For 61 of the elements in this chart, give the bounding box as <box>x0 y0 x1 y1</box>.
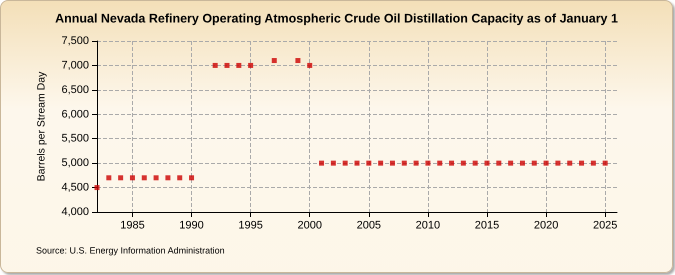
point <box>532 160 537 166</box>
x-tick-label: 1985 <box>120 220 145 232</box>
point <box>366 160 372 166</box>
source-note: Source: U.S. Energy Information Administration <box>36 246 225 256</box>
x-tick-label: 2010 <box>416 220 440 232</box>
point <box>520 160 525 166</box>
point <box>130 175 135 180</box>
point <box>460 160 466 166</box>
x-tick-label: 2020 <box>534 220 558 232</box>
point <box>224 62 230 68</box>
x-tick-label: 1995 <box>238 220 263 232</box>
chart-title: Annual Nevada Refinery Operating Atmospheric Crude Oil Distillation Capacity as of January 1 <box>55 12 618 26</box>
point <box>319 160 324 166</box>
y-tick-label: 4,500 <box>61 182 89 194</box>
y-tick-label: 5,500 <box>61 132 89 145</box>
x-tick-label: 1990 <box>179 220 204 232</box>
point <box>579 160 584 166</box>
y-tick-label: 6,000 <box>61 108 89 120</box>
point <box>390 160 395 166</box>
point <box>272 58 277 64</box>
point <box>189 175 194 180</box>
point <box>248 62 254 68</box>
y-tick-label: 7,500 <box>61 35 89 47</box>
point <box>378 160 384 166</box>
point <box>212 62 218 68</box>
point <box>602 160 608 166</box>
y-tick-label: 6,500 <box>61 84 89 96</box>
point <box>295 58 300 64</box>
point <box>496 160 502 166</box>
x-tick-label: 2015 <box>474 220 500 232</box>
point <box>142 175 147 180</box>
point <box>118 175 124 180</box>
point <box>177 175 182 180</box>
x-tick-label: 2025 <box>592 220 618 232</box>
point <box>307 62 312 68</box>
point <box>590 160 596 166</box>
point <box>508 160 514 166</box>
point <box>555 160 560 166</box>
point <box>414 160 419 166</box>
point <box>165 175 170 180</box>
y-axis-title: Barrels per Stream Day <box>36 70 48 182</box>
y-tick-label: 4,000 <box>61 206 89 218</box>
point <box>236 62 242 68</box>
point <box>402 160 407 166</box>
point <box>330 160 336 166</box>
point <box>449 160 454 166</box>
point <box>354 160 360 166</box>
point <box>544 160 549 166</box>
point <box>106 175 112 180</box>
y-tick-label: 7,000 <box>61 59 89 72</box>
point <box>437 160 442 166</box>
point <box>154 175 159 180</box>
y-tick-label: 5,000 <box>61 157 89 170</box>
point <box>94 185 100 190</box>
point <box>472 160 478 166</box>
point <box>567 160 572 166</box>
x-tick-label: 2005 <box>356 220 382 232</box>
point <box>425 160 430 166</box>
x-tick-label: 2000 <box>297 220 322 232</box>
point <box>342 160 348 166</box>
point <box>484 160 490 166</box>
